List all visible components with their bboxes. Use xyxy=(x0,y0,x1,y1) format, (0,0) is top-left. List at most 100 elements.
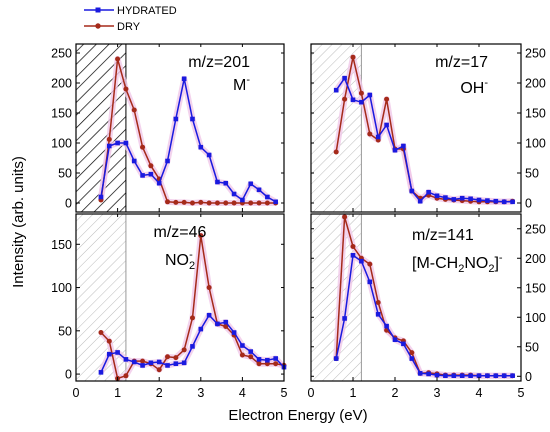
data-point-hydrated xyxy=(156,180,162,186)
data-point-dry xyxy=(156,367,162,373)
data-point-dry xyxy=(148,163,154,169)
data-point-hydrated xyxy=(434,193,440,199)
y-tick-label: 200 xyxy=(525,77,546,91)
data-point-dry xyxy=(123,373,129,379)
data-point-hydrated xyxy=(115,140,120,146)
ion-sub: 2 xyxy=(189,260,195,272)
y-tick-label: 150 xyxy=(51,238,72,252)
data-point-hydrated xyxy=(493,198,499,204)
data-point-hydrated xyxy=(468,196,473,202)
data-point-hydrated xyxy=(165,158,170,164)
data-point-hydrated xyxy=(156,359,162,365)
legend-label-hydrated: HYDRATED xyxy=(117,5,177,17)
data-point-hydrated xyxy=(248,181,254,187)
data-point-hydrated xyxy=(148,171,154,177)
data-point-dry xyxy=(131,107,137,113)
data-point-hydrated xyxy=(165,363,170,368)
data-point-dry xyxy=(173,199,179,205)
data-point-hydrated xyxy=(240,343,245,348)
data-point-hydrated xyxy=(367,279,373,285)
data-point-dry xyxy=(198,199,204,205)
y-tick-label: 150 xyxy=(51,107,72,121)
data-point-dry xyxy=(342,214,348,220)
series-line-hydrated xyxy=(335,77,513,203)
y-tick-label: 150 xyxy=(525,107,546,121)
y-tick-label: 250 xyxy=(525,47,546,61)
data-point-hydrated xyxy=(131,158,137,164)
ion-part: OH xyxy=(460,80,484,97)
panel-annotation-ion: NO2- xyxy=(165,249,195,272)
data-point-dry xyxy=(358,90,364,96)
series-line-hydrated xyxy=(100,78,277,203)
data-point-dry xyxy=(367,261,373,267)
data-point-hydrated xyxy=(350,97,356,103)
legend-marker-dry xyxy=(95,23,101,29)
x-tick-label: 5 xyxy=(281,386,288,400)
data-point-hydrated xyxy=(476,197,482,203)
x-tick-label: 4 xyxy=(239,386,246,400)
y-tick-label: 150 xyxy=(525,281,546,295)
data-point-hydrated xyxy=(375,312,381,317)
panel-top-left: 0 50 100 150 200 250 m/z=201 M- xyxy=(51,43,285,213)
data-point-dry xyxy=(98,330,104,336)
data-point-hydrated xyxy=(476,373,482,378)
panel-annotation-ion: OH- xyxy=(460,77,488,97)
ion-sub: 2 xyxy=(458,263,464,275)
data-point-hydrated xyxy=(485,198,490,203)
panel-frame xyxy=(75,213,285,382)
data-point-dry xyxy=(123,86,129,92)
data-point-dry xyxy=(264,200,270,206)
data-point-hydrated xyxy=(123,140,129,146)
data-point-hydrated xyxy=(98,194,104,200)
data-point-hydrated xyxy=(190,344,195,349)
y-tick-label: 100 xyxy=(51,137,72,151)
data-point-hydrated xyxy=(215,321,220,327)
panel-annotation-mz: m/z=201 xyxy=(188,54,250,71)
ion-part: NO xyxy=(165,252,189,269)
data-point-hydrated xyxy=(493,373,499,378)
x-tick-label: 0 xyxy=(308,386,315,400)
series-halo-hydrated xyxy=(333,252,513,379)
data-point-hydrated xyxy=(392,337,398,342)
data-point-hydrated xyxy=(409,356,415,361)
data-point-hydrated xyxy=(350,253,356,258)
y-axis-label: Intensity (arb. units) xyxy=(10,156,27,288)
data-point-hydrated xyxy=(231,330,237,335)
x-tick-label: 1 xyxy=(114,386,121,400)
data-point-dry xyxy=(115,56,121,62)
data-point-hydrated xyxy=(384,122,389,128)
y-tick-label: 200 xyxy=(51,77,72,91)
data-point-dry xyxy=(206,285,212,291)
data-point-dry xyxy=(256,200,262,206)
data-point-hydrated xyxy=(384,323,389,329)
data-point-hydrated xyxy=(359,99,364,105)
y-tick-label: 100 xyxy=(525,137,546,151)
y-tick-label: 100 xyxy=(525,311,546,325)
y-tick-label: 0 xyxy=(525,370,532,384)
data-point-dry xyxy=(165,199,171,205)
panel-annotation-mz: m/z=141 xyxy=(412,227,474,244)
y-tick-label: 50 xyxy=(58,167,72,181)
ion-sup: - xyxy=(189,249,193,261)
ion-sup: - xyxy=(499,252,503,264)
y-tick-label: 250 xyxy=(51,47,72,61)
data-point-dry xyxy=(106,136,112,142)
data-point-hydrated xyxy=(501,199,507,205)
data-point-hydrated xyxy=(190,116,195,122)
data-point-hydrated xyxy=(392,147,398,153)
panel-annotation-ion: [M-CH2NO2]- xyxy=(412,252,503,275)
data-point-dry xyxy=(140,144,146,150)
data-point-hydrated xyxy=(409,188,415,194)
data-point-hydrated xyxy=(359,258,364,264)
ion-sub: 2 xyxy=(488,263,494,275)
data-point-hydrated xyxy=(417,371,423,376)
ion-sup: - xyxy=(246,74,250,86)
legend: HYDRATED DRY xyxy=(84,5,177,33)
y-tick-label: 0 xyxy=(525,197,532,211)
series-line-dry xyxy=(100,58,276,204)
panel-frame xyxy=(310,43,522,213)
ion-part: M xyxy=(233,77,246,94)
data-point-dry xyxy=(106,338,112,344)
data-point-hydrated xyxy=(256,187,262,193)
